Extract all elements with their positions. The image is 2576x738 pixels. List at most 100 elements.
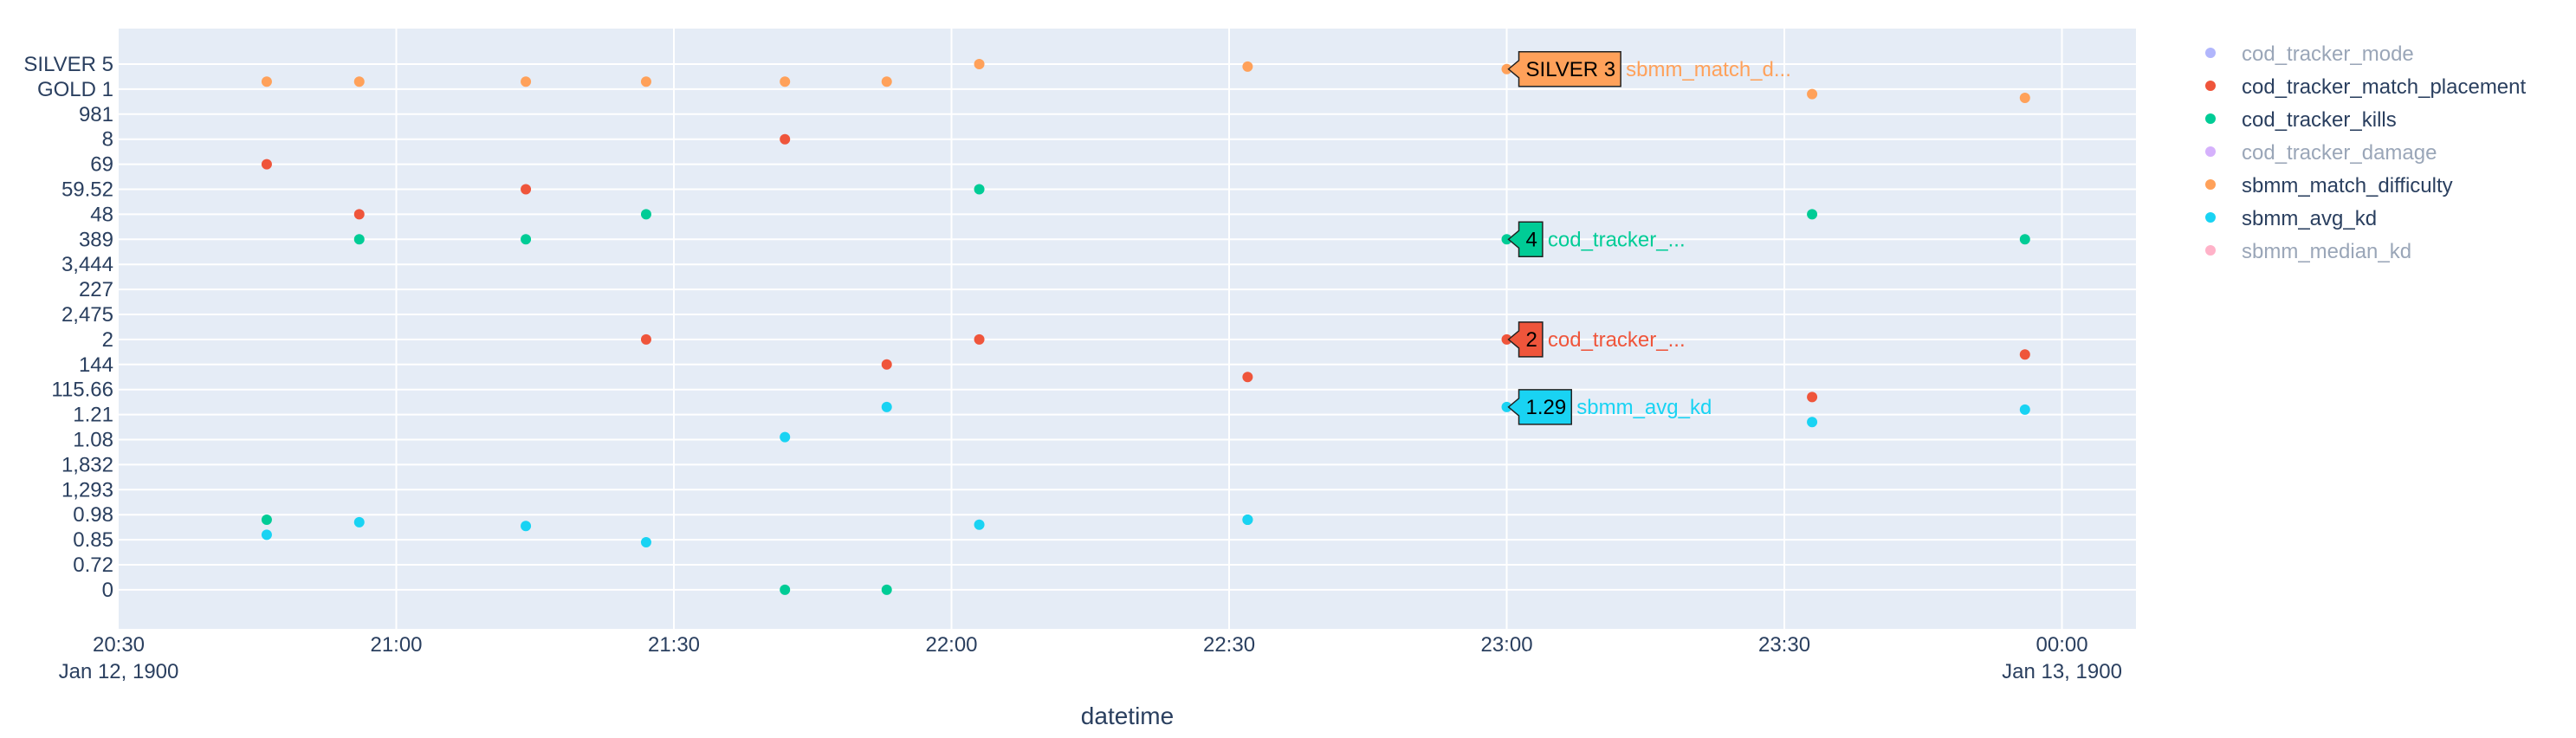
legend-item-sbmm_avg_kd[interactable]: sbmm_avg_kd: [2205, 207, 2377, 230]
hover-tooltips: SILVER 3 sbmm_match_d... 4 cod_tracker_... 2…: [1414, 51, 1791, 670]
hover-value-text: SILVER 3: [1526, 58, 1616, 81]
data-point-cod_tracker_kills[interactable]: [1501, 234, 1512, 245]
x-tick-sublabel: Jan 13, 1900: [2002, 660, 2122, 683]
y-tick-label: 1.21: [73, 404, 113, 427]
hover-label-box: [1507, 221, 1544, 258]
data-point-sbmm_match_difficulty[interactable]: [974, 59, 985, 69]
hover-series-name: cod_tracker_...: [1548, 328, 1686, 352]
data-point-cod_tracker_kills[interactable]: [1807, 209, 1818, 220]
legend-label: cod_tracker_mode: [2242, 42, 2414, 66]
y-tick-label: 2,475: [61, 303, 113, 327]
data-point-cod_tracker_kills[interactable]: [2019, 234, 2030, 245]
y-tick-label: 0.98: [73, 503, 113, 527]
data-point-sbmm_avg_kd[interactable]: [1501, 401, 1512, 412]
data-point-sbmm_match_difficulty[interactable]: [1807, 88, 1818, 100]
data-point-cod_tracker_match_placement[interactable]: [1807, 392, 1818, 403]
data-point-sbmm_avg_kd[interactable]: [1242, 514, 1253, 525]
data-point-sbmm_match_difficulty[interactable]: [1242, 61, 1253, 72]
data-point-cod_tracker_kills[interactable]: [640, 209, 651, 220]
x-tick-label: 22:30: [1203, 633, 1255, 657]
y-tick-label: 3,444: [61, 253, 113, 276]
legend: cod_tracker_mode cod_tracker_match_placem…: [2205, 42, 2527, 263]
grid-lines: [119, 29, 2136, 629]
y-tick-label: 0.85: [73, 528, 113, 552]
hover-label-box: [1507, 389, 1572, 425]
data-point-cod_tracker_match_placement[interactable]: [780, 133, 791, 145]
plot-area[interactable]: [119, 29, 2136, 629]
data-point-sbmm_avg_kd[interactable]: [881, 401, 892, 412]
legend-label: cod_tracker_match_placement: [2242, 75, 2527, 99]
y-tick-label: 227: [79, 278, 113, 301]
hover-label-box: [1507, 321, 1544, 358]
data-point-cod_tracker_kills[interactable]: [780, 584, 791, 595]
data-point-cod_tracker_match_placement[interactable]: [640, 333, 651, 345]
data-point-sbmm_avg_kd[interactable]: [2019, 404, 2030, 415]
y-tick-label: 0.72: [73, 554, 113, 577]
y-tick-label: SILVER 5: [23, 53, 113, 76]
data-point-cod_tracker_match_placement[interactable]: [521, 184, 532, 195]
legend-marker: [2205, 212, 2216, 223]
data-point-cod_tracker_match_placement[interactable]: [974, 333, 985, 345]
data-point-sbmm_match_difficulty[interactable]: [261, 76, 272, 87]
hover-label-box: [1507, 51, 1621, 87]
data-point-cod_tracker_kills[interactable]: [974, 184, 985, 195]
legend-item-sbmm_median_kd[interactable]: sbmm_median_kd: [2205, 240, 2411, 263]
legend-item-sbmm_match_difficulty[interactable]: sbmm_match_difficulty: [2205, 174, 2453, 197]
x-tick-label: 23:30: [1758, 633, 1810, 657]
data-point-sbmm_avg_kd[interactable]: [974, 519, 985, 530]
y-tick-label: 69: [90, 153, 113, 177]
legend-item-cod_tracker_damage[interactable]: cod_tracker_damage: [2205, 141, 2437, 165]
data-point-sbmm_match_difficulty[interactable]: [1501, 63, 1512, 74]
data-point-sbmm_match_difficulty[interactable]: [881, 76, 892, 87]
data-point-sbmm_match_difficulty[interactable]: [640, 76, 651, 87]
data-point-sbmm_avg_kd[interactable]: [261, 529, 272, 541]
data-point-cod_tracker_kills[interactable]: [353, 234, 365, 245]
data-point-cod_tracker_match_placement[interactable]: [1501, 333, 1512, 345]
x-tick-sublabel: Jan 12, 1900: [59, 660, 179, 683]
y-tick-label: 8: [102, 128, 113, 152]
data-point-sbmm_match_difficulty[interactable]: [353, 76, 365, 87]
data-point-sbmm_match_difficulty[interactable]: [780, 76, 791, 87]
data-point-cod_tracker_match_placement[interactable]: [261, 159, 272, 170]
y-tick-label: 981: [79, 103, 113, 126]
data-point-cod_tracker_match_placement[interactable]: [881, 359, 892, 370]
x-tick-label: 20:30: [93, 633, 145, 657]
data-point-cod_tracker_kills[interactable]: [881, 584, 892, 595]
data-point-sbmm_avg_kd[interactable]: [1807, 417, 1818, 428]
y-tick-label: GOLD 1: [37, 78, 113, 101]
data-point-sbmm_match_difficulty[interactable]: [2019, 93, 2030, 104]
legend-label: cod_tracker_damage: [2242, 141, 2437, 165]
data-point-cod_tracker_kills[interactable]: [261, 514, 272, 525]
hover-value-text: 2: [1526, 328, 1537, 352]
legend-item-cod_tracker_mode[interactable]: cod_tracker_mode: [2205, 42, 2414, 66]
data-point-cod_tracker_match_placement[interactable]: [353, 209, 365, 220]
legend-item-cod_tracker_match_placement[interactable]: cod_tracker_match_placement: [2205, 75, 2527, 99]
legend-marker: [2205, 48, 2216, 58]
data-point-cod_tracker_match_placement[interactable]: [1242, 372, 1253, 383]
x-tick-label: 22:00: [925, 633, 977, 657]
y-tick-label: 144: [79, 353, 113, 377]
legend-marker: [2205, 81, 2216, 91]
y-tick-label: 1,293: [61, 478, 113, 502]
data-point-cod_tracker_match_placement[interactable]: [2019, 349, 2030, 360]
data-point-sbmm_avg_kd[interactable]: [521, 521, 532, 532]
data-point-sbmm_avg_kd[interactable]: [353, 516, 365, 528]
y-axis-ticks: 00.720.850.981,2931,8321.081.21115.66144…: [23, 53, 113, 602]
hover-series-name: sbmm_avg_kd: [1576, 396, 1712, 419]
hover-value-text: 1.29: [1526, 396, 1567, 419]
y-tick-label: 2: [102, 328, 113, 352]
data-point-cod_tracker_kills[interactable]: [521, 234, 532, 245]
data-point-sbmm_avg_kd[interactable]: [780, 431, 791, 443]
data-point-sbmm_match_difficulty[interactable]: [521, 76, 532, 87]
hover-x-label: Jan 12, 1900, 23:00: [1414, 647, 1598, 670]
legend-label: sbmm_match_difficulty: [2242, 174, 2453, 197]
x-tick-label: 21:30: [648, 633, 700, 657]
y-tick-label: 1,832: [61, 453, 113, 476]
x-tick-label-obscured: 23:00: [1480, 633, 1532, 657]
legend-item-cod_tracker_kills[interactable]: cod_tracker_kills: [2205, 108, 2397, 132]
y-tick-label: 115.66: [51, 379, 113, 402]
data-point-sbmm_avg_kd[interactable]: [640, 536, 651, 547]
legend-label: sbmm_avg_kd: [2242, 207, 2377, 230]
y-tick-label: 59.52: [61, 178, 113, 202]
